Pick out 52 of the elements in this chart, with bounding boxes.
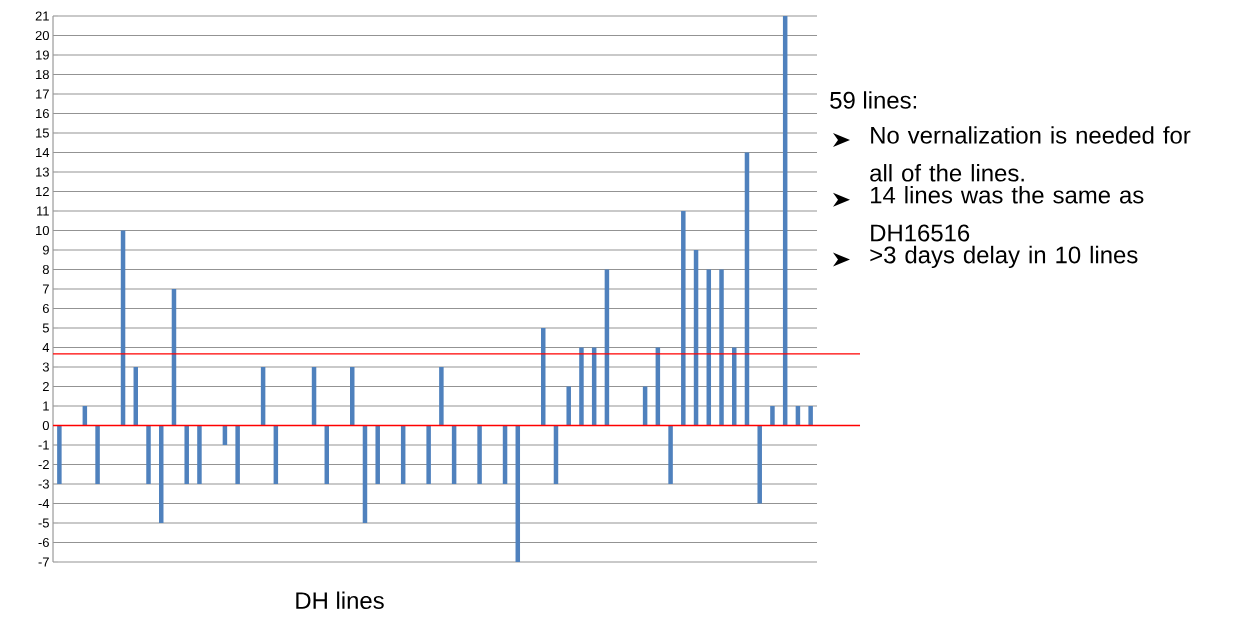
y-tick-label: 4	[42, 343, 50, 352]
bar	[770, 405, 775, 426]
bar	[375, 425, 380, 484]
bar	[757, 425, 762, 504]
y-tick-label: -5	[38, 518, 49, 528]
text: >3 days delay in 10 lines	[870, 245, 1138, 269]
y-tick-label: -4	[38, 499, 50, 508]
y-tick-label: 5	[42, 323, 49, 333]
y-tick-label: 8	[42, 264, 49, 275]
bar	[477, 425, 482, 484]
y-tick-label: 20	[35, 30, 49, 41]
text: 59 lines:	[830, 91, 917, 109]
bar	[426, 425, 431, 484]
y-tick-label: 14	[36, 148, 50, 157]
y-tick-label: -6	[38, 537, 49, 548]
bar	[197, 425, 202, 484]
y-tick-label: 6	[42, 303, 49, 314]
y-tick-label: -2	[38, 459, 49, 470]
y-tick-label: 18	[36, 69, 49, 80]
y-tick-label: 11	[37, 206, 49, 216]
y-tick-label: 7	[42, 284, 49, 294]
text: No vernalization is needed for all of the lines.	[870, 126, 1191, 182]
bar	[146, 425, 151, 484]
bar	[808, 405, 813, 426]
y-tick-label: -7	[38, 557, 49, 567]
bar	[184, 425, 189, 484]
y-tick-label: 3	[42, 362, 49, 372]
y-tick-label: 19	[36, 50, 49, 60]
y-tick-label: 10	[36, 225, 49, 236]
bar	[579, 347, 584, 426]
y-tick-label: -1	[38, 440, 49, 450]
y-tick-label: 13	[36, 167, 49, 177]
bar	[235, 425, 240, 484]
bar	[439, 366, 444, 426]
bar	[719, 269, 724, 426]
y-tick-label: -3	[38, 479, 49, 489]
y-tick-label: 9	[42, 245, 49, 255]
bar	[681, 210, 686, 426]
text: 14 lines was the same as DH16516	[871, 186, 1144, 242]
y-tick-label: 16	[36, 108, 49, 119]
x-axis-title: DH lines	[296, 591, 384, 610]
y-tick-label: 15	[36, 128, 49, 138]
bar	[95, 425, 100, 484]
y-tick-label: 0	[42, 420, 49, 431]
y-tick-label: 2	[42, 381, 49, 392]
y-tick-label: 21	[35, 11, 49, 21]
y-tick-label: 1	[43, 401, 49, 411]
y-tick-label: 17	[36, 89, 49, 99]
bar	[668, 425, 673, 484]
y-tick-label: 12	[36, 186, 49, 197]
bar	[566, 386, 571, 426]
bar	[57, 425, 62, 484]
